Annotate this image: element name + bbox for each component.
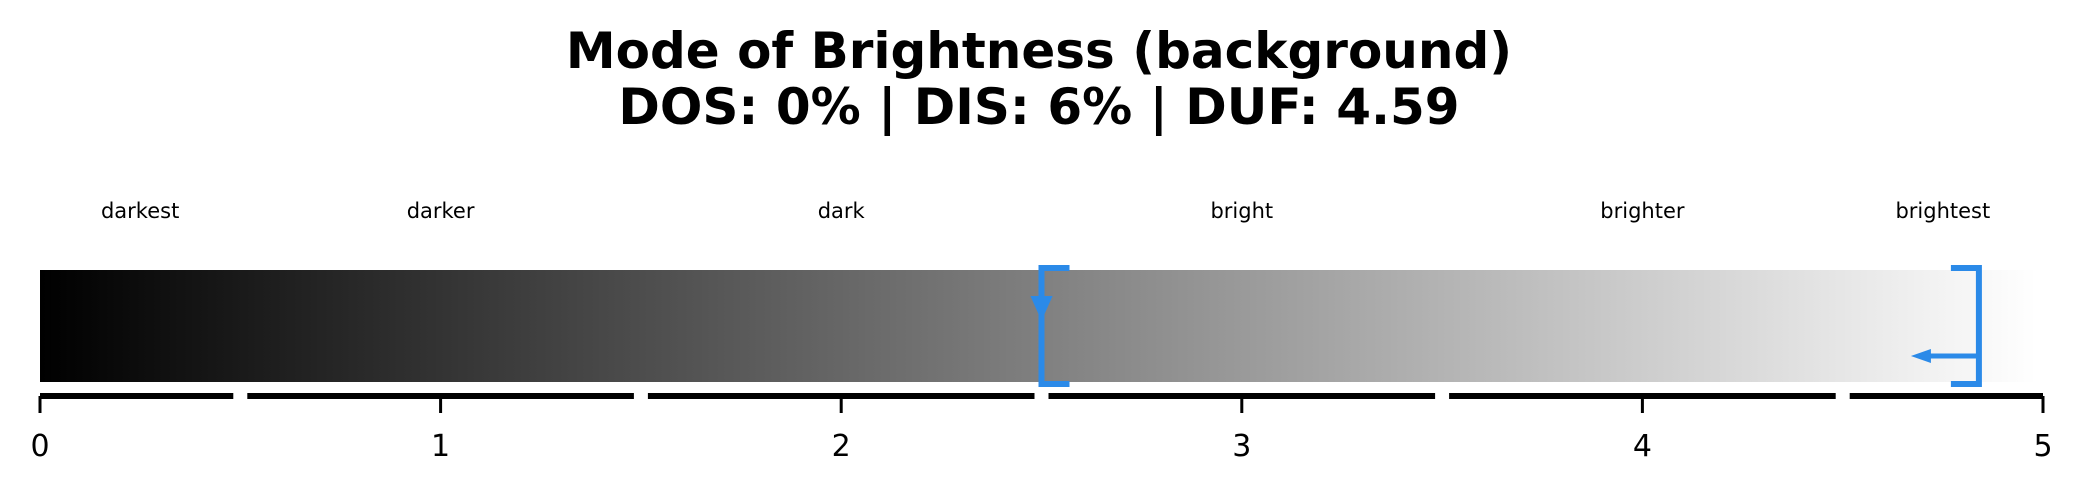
band-labels: darkest darker dark bright brighter brightest [101, 199, 1990, 223]
band-label-darker: darker [407, 199, 475, 223]
x-tick-label-2: 2 [832, 429, 851, 464]
dis-bracket-arrow [1030, 280, 1053, 321]
chart-title: Mode of Brightness (background) [566, 22, 1512, 80]
band-label-darkest: darkest [101, 199, 179, 223]
x-tick-label-0: 0 [30, 429, 49, 464]
dis-bracket-bracket [1038, 265, 1070, 387]
dis-bracket [1030, 265, 1070, 387]
x-tick-label-5: 5 [2033, 429, 2052, 464]
band-label-brighter: brighter [1600, 199, 1685, 223]
band-label-dark: dark [818, 199, 866, 223]
duf-bracket-arrow-head [1910, 349, 1931, 363]
x-tick-label-4: 4 [1633, 429, 1652, 464]
x-tick-label-1: 1 [431, 429, 450, 464]
marker-layer [1030, 265, 1982, 387]
duf-bracket-bracket [1950, 265, 1982, 387]
x-axis: 0 1 2 3 4 5 [30, 393, 2053, 464]
chart-subtitle: DOS: 0% | DIS: 6% | DUF: 4.59 [618, 78, 1459, 136]
band-label-brightest: brightest [1895, 199, 1990, 223]
band-label-bright: bright [1210, 199, 1273, 223]
x-tick-label-3: 3 [1232, 429, 1251, 464]
brightness-gradient-bar [40, 270, 2036, 382]
duf-bracket [1910, 265, 1982, 387]
